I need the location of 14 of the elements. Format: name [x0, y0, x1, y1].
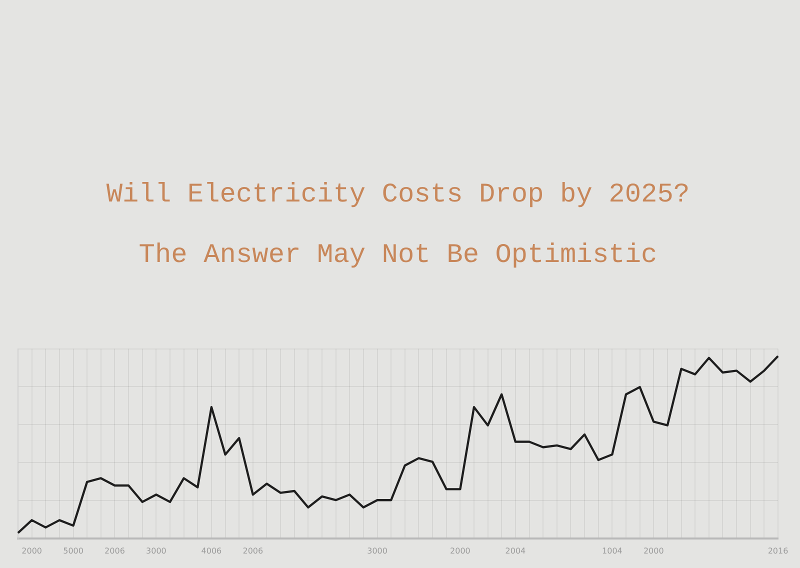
x-tick-label: 4006: [201, 546, 222, 556]
x-tick-label: 2016: [768, 546, 788, 556]
x-tick-label: 2004: [505, 546, 526, 556]
x-tick-label: 2000: [22, 546, 42, 556]
x-tick-label: 1004: [602, 546, 622, 556]
chart-title: Will Electricity Costs Drop by 2025?: [106, 180, 690, 210]
x-tick-label: 3000: [367, 546, 388, 556]
x-tick-label: 2000: [643, 546, 664, 556]
x-tick-label: 2006: [242, 546, 264, 556]
x-tick-label: 3000: [146, 546, 166, 556]
x-tick-label: 5000: [63, 546, 84, 556]
x-tick-label: 2006: [104, 546, 125, 556]
chart-subtitle: The Answer May Not Be Optimistic: [138, 240, 658, 271]
x-tick-label: 2000: [450, 546, 470, 556]
